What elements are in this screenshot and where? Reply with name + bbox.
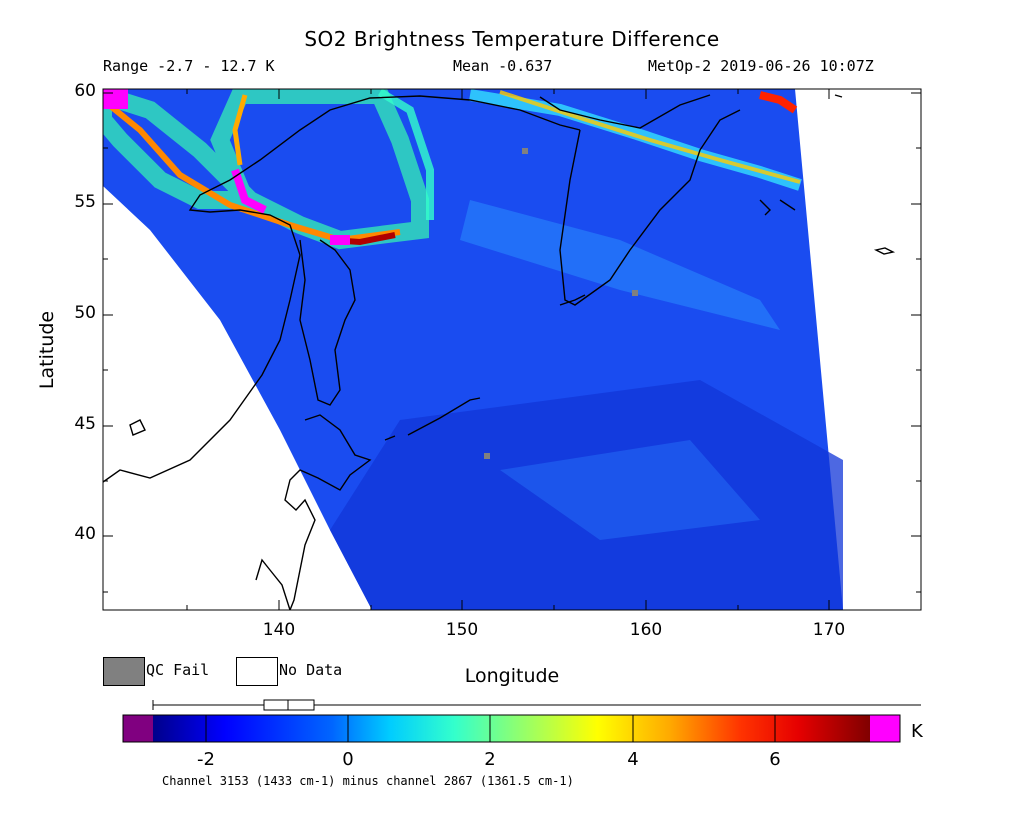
y-tick-label: 60: [74, 81, 96, 101]
qc-fail-swatch: [103, 657, 145, 686]
y-tick-label: 50: [74, 303, 96, 323]
x-tick-label: 150: [445, 620, 479, 640]
qc-fail-label: QC Fail: [146, 661, 210, 679]
data-swath: [103, 89, 843, 610]
range-label: Range -2.7 - 12.7 K: [103, 57, 275, 75]
y-axis-label: Latitude: [36, 310, 58, 390]
coastlines: [103, 94, 896, 610]
channel-footnote: Channel 3153 (1433 cm-1) minus channel 2…: [162, 774, 574, 788]
x-tick-label: 170: [812, 620, 846, 640]
colorbar-tick-label: 6: [769, 749, 781, 770]
colorbar-tick-label: -2: [197, 749, 215, 770]
y-tick-label: 55: [74, 192, 96, 212]
satellite-time-label: MetOp-2 2019-06-26 10:07Z: [648, 57, 874, 75]
colorbar-tick-label: 0: [342, 749, 354, 770]
x-tick-label: 140: [262, 620, 296, 640]
colorbar: [122, 714, 901, 743]
range-indicator: [152, 699, 921, 711]
colorbar-tick-label: 4: [627, 749, 639, 770]
no-data-label: No Data: [279, 661, 343, 679]
axis-ticks: [103, 89, 921, 610]
colorbar-unit: K: [911, 721, 923, 742]
map-title: SO2 Brightness Temperature Difference: [304, 27, 720, 51]
colorbar-tick-label: 2: [484, 749, 496, 770]
x-axis-label: Longitude: [464, 665, 560, 687]
x-tick-label: 160: [629, 620, 663, 640]
no-data-swatch: [236, 657, 278, 686]
mean-label: Mean -0.637: [453, 57, 553, 75]
plot-frame: [102, 88, 922, 611]
y-tick-label: 40: [74, 524, 96, 544]
y-tick-label: 45: [74, 414, 96, 434]
